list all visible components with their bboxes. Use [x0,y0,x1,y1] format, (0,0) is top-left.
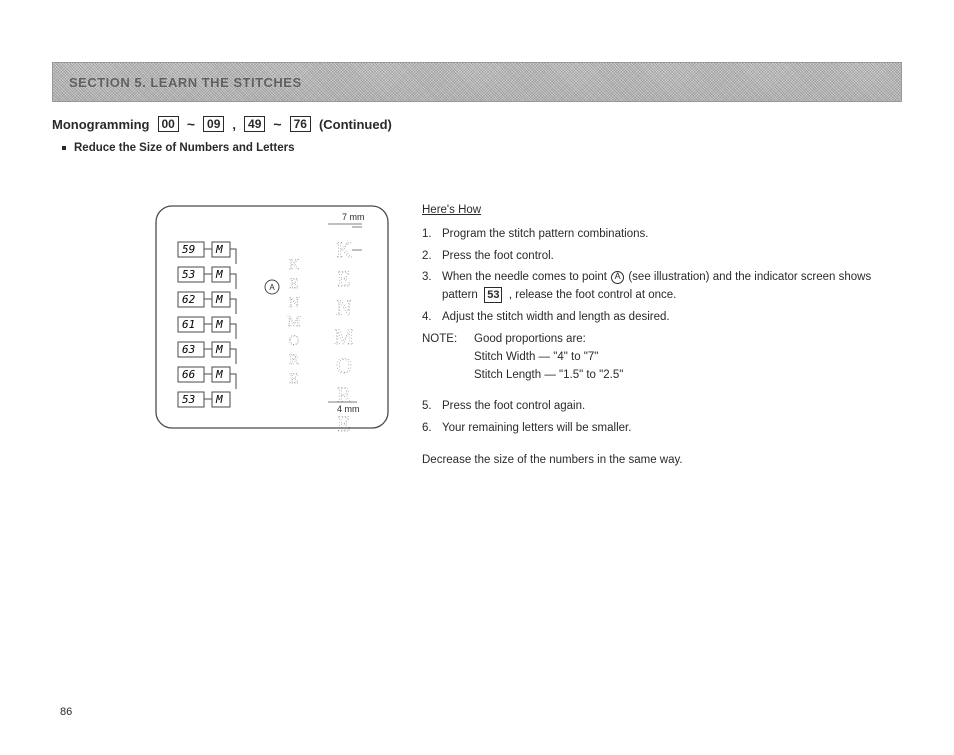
sub-bullet: Reduce the Size of Numbers and Letters [62,142,902,154]
step-number: 5. [422,398,442,416]
svg-text:M: M [215,343,223,356]
illustration-svg: 7 mm KENMORE KENMORE A 59 [152,202,392,432]
note-line: Stitch Width — "4" to "7" [474,349,623,367]
svg-text:M: M [215,318,223,331]
svg-text:M: M [215,368,223,381]
step-number: 6. [422,420,442,438]
vertical-word-small: KENMORE [286,257,302,390]
content-row: 7 mm KENMORE KENMORE A 59 [52,202,902,470]
note-label: NOTE: [422,331,474,384]
section-banner: SECTION 5. LEARN THE STITCHES [52,62,902,102]
tilde-icon: ~ [187,116,195,132]
svg-text:M: M [215,268,223,281]
step-3-end: , release the foot control at once. [509,289,677,301]
svg-text:63: 63 [182,343,195,356]
step-text: Program the stitch pattern combinations. [442,226,648,244]
code-box: 53 [484,287,502,303]
bullet-icon [62,146,66,150]
instructions: Here's How 1. Program the stitch pattern… [422,202,892,470]
svg-text:59: 59 [182,243,195,256]
note-line: Good proportions are: [474,331,623,349]
instructions-heading: Here's How [422,202,481,220]
manual-page: SECTION 5. LEARN THE STITCHES Monogrammi… [52,62,902,470]
svg-text:M: M [215,243,223,256]
svg-text:53: 53 [182,268,195,281]
step-number: 2. [422,248,442,266]
tilde-icon: ~ [273,116,281,132]
illustration: 7 mm KENMORE KENMORE A 59 [152,202,392,432]
svg-text:61: 61 [182,318,195,331]
step-text: When the needle comes to point A (see il… [442,269,892,305]
step-number: 1. [422,226,442,244]
step-item: 3. When the needle comes to point A (see… [422,269,892,305]
section-banner-text: SECTION 5. LEARN THE STITCHES [69,75,302,90]
note-block: NOTE: Good proportions are: Stitch Width… [422,331,892,384]
heading-continued: (Continued) [319,117,392,132]
step-item: 6. Your remaining letters will be smalle… [422,420,892,438]
note-body: Good proportions are: Stitch Width — "4"… [474,331,623,384]
vertical-word-large: KENMORE [332,237,357,432]
decrease-note: Decrease the size of the numbers in the … [422,452,892,470]
page-heading: Monogramming 00 ~ 09 , 49 ~ 76 (Continue… [52,116,902,132]
code-box: 09 [203,116,224,132]
step-item: 1. Program the stitch pattern combinatio… [422,226,892,244]
point-a-icon: A [611,271,624,284]
code-box: 00 [158,116,179,132]
svg-text:M: M [215,393,223,406]
svg-text:53: 53 [182,393,195,406]
heading-label: Monogramming [52,117,150,132]
note-line: Stitch Length — "1.5" to "2.5" [474,367,623,385]
size-label-top: 7 mm [342,212,365,222]
step-item: 5. Press the foot control again. [422,398,892,416]
step-number: 3. [422,269,442,305]
comma-sep: , [232,117,236,132]
step-item: 2. Press the foot control. [422,248,892,266]
step-text: Press the foot control. [442,248,554,266]
step-number: 4. [422,309,442,327]
step-text: Adjust the stitch width and length as de… [442,309,670,327]
size-label-bottom: 4 mm [337,404,360,414]
steps-list-b: 5. Press the foot control again. 6. Your… [422,398,892,438]
svg-text:M: M [215,293,223,306]
svg-text:66: 66 [182,368,196,381]
svg-text:62: 62 [182,293,196,306]
page-number: 86 [60,706,72,718]
point-a-label: A [269,283,275,292]
code-box: 76 [290,116,311,132]
sub-bullet-text: Reduce the Size of Numbers and Letters [74,142,294,154]
step-text: Your remaining letters will be smaller. [442,420,631,438]
step-text: Press the foot control again. [442,398,585,416]
code-rows: 59 M 53 M [178,242,236,407]
step-3-lead: When the needle comes to point [442,271,607,283]
code-box: 49 [244,116,265,132]
step-item: 4. Adjust the stitch width and length as… [422,309,892,327]
steps-list: 1. Program the stitch pattern combinatio… [422,226,892,327]
